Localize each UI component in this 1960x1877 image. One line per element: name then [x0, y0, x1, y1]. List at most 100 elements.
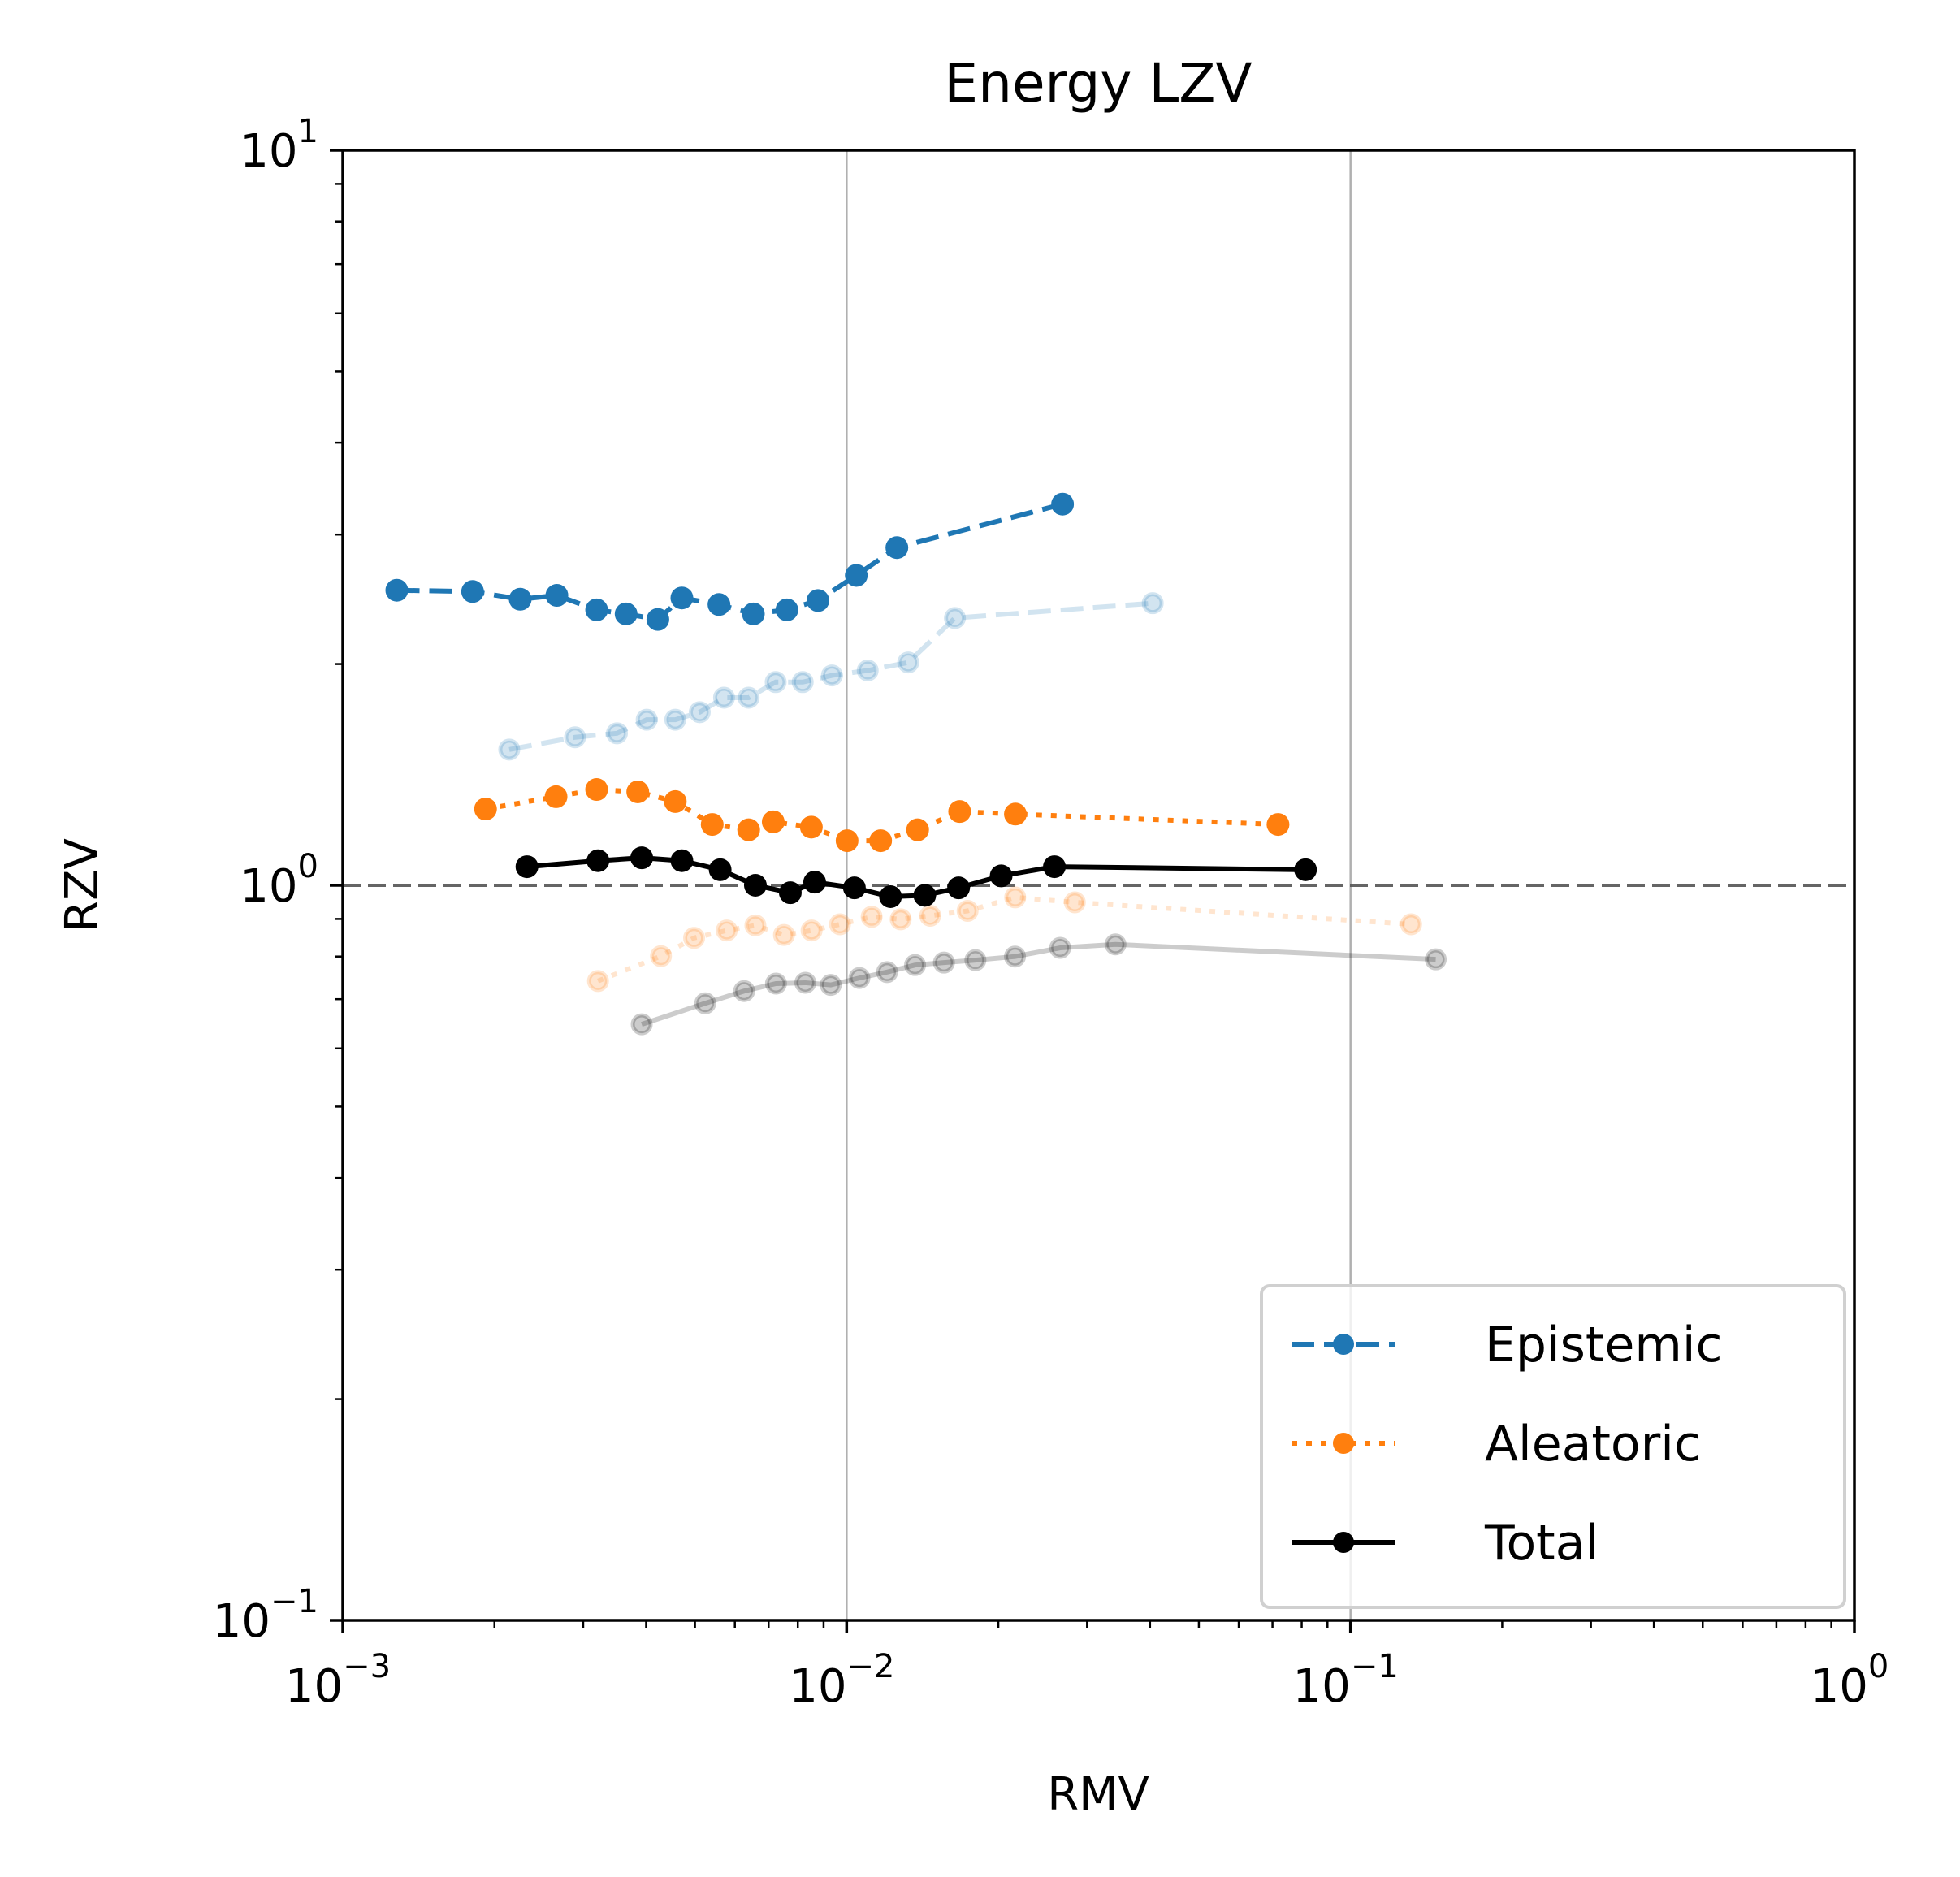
data-point [1294, 858, 1317, 881]
data-point [498, 738, 521, 761]
data-point [586, 849, 610, 872]
data-point [738, 686, 760, 709]
data-point [876, 961, 898, 984]
data-point [820, 974, 842, 997]
data-point [708, 858, 732, 881]
data-point [1049, 936, 1071, 959]
data-point [606, 722, 629, 745]
legend-marker [1333, 1334, 1354, 1355]
data-point [1400, 913, 1422, 936]
data-point [1051, 492, 1075, 516]
data-point [948, 800, 971, 824]
data-point [614, 602, 638, 625]
y-tick-exponent: 1 [298, 113, 318, 150]
series-epistemic-reference [498, 592, 1164, 761]
main-series [385, 492, 1317, 909]
data-point [683, 927, 706, 949]
data-point [794, 971, 816, 994]
data-point [1063, 891, 1086, 914]
series-line [641, 941, 1436, 1027]
data-point [932, 951, 955, 974]
data-point [688, 701, 711, 724]
data-point [803, 871, 826, 894]
data-point [461, 580, 484, 603]
data-point [585, 778, 608, 802]
legend-label: Epistemic [1485, 1317, 1722, 1373]
data-point [913, 884, 937, 907]
series-epistemic [385, 492, 1075, 631]
x-tick-exponent: −1 [1351, 1648, 1399, 1685]
data-point [630, 1013, 653, 1036]
data-point [707, 593, 731, 616]
y-axis-label: RZV [56, 838, 109, 932]
data-point [842, 876, 866, 900]
series-total [515, 846, 1317, 909]
data-point [1141, 592, 1164, 615]
data-point [944, 607, 967, 629]
series-line [508, 600, 1153, 752]
data-point [650, 945, 673, 967]
series-aleatoric-reference [586, 886, 1422, 993]
data-point [829, 913, 851, 936]
legend-item-total: Total [1292, 1515, 1599, 1572]
data-point [1004, 945, 1027, 968]
data-point [586, 970, 609, 993]
series-total-reference [630, 933, 1447, 1036]
data-point [743, 874, 767, 897]
data-point [919, 904, 941, 927]
data-point [778, 881, 802, 905]
chart-title: Energy LZV [944, 52, 1252, 115]
data-point [670, 586, 694, 610]
legend-marker [1333, 1433, 1354, 1454]
data-point [856, 660, 879, 682]
data-point [585, 598, 608, 621]
data-point [1043, 855, 1067, 879]
data-point [845, 564, 868, 587]
data-point [761, 810, 785, 833]
legend-item-epistemic: Epistemic [1292, 1317, 1722, 1373]
y-tick-exponent: 0 [298, 848, 318, 885]
data-point [904, 954, 927, 976]
data-point [860, 906, 883, 928]
data-point [700, 813, 724, 837]
data-point [1004, 886, 1027, 909]
legend-label: Aleatoric [1485, 1416, 1701, 1473]
x-axis-label: RMV [1047, 1768, 1149, 1821]
data-point [764, 972, 787, 995]
data-point [906, 818, 929, 841]
data-point [799, 815, 823, 839]
data-point [1266, 813, 1290, 837]
data-point [626, 780, 650, 803]
reference-series [498, 592, 1447, 1036]
legend-marker [1333, 1532, 1354, 1553]
data-point [564, 726, 586, 749]
data-point [385, 578, 409, 602]
data-point [820, 664, 843, 687]
data-point [635, 708, 658, 731]
data-point [712, 686, 735, 709]
data-point [664, 789, 687, 813]
data-point [716, 919, 738, 942]
data-point [744, 914, 767, 936]
data-point [835, 829, 859, 853]
data-point [800, 919, 823, 942]
data-point [1004, 802, 1028, 826]
data-point [791, 671, 814, 694]
data-point [664, 708, 686, 731]
x-tick-exponent: −2 [846, 1648, 894, 1685]
data-point [646, 608, 669, 631]
data-point [474, 798, 497, 821]
data-point [848, 967, 871, 989]
x-tick-exponent: −3 [343, 1648, 391, 1685]
data-point [670, 849, 694, 872]
series-aleatoric [474, 778, 1290, 853]
data-point [947, 876, 971, 900]
data-point [737, 818, 760, 841]
data-point [1104, 933, 1127, 956]
data-point [772, 923, 795, 946]
data-point [694, 992, 716, 1014]
data-point [964, 949, 987, 971]
x-tick-exponent: 0 [1868, 1648, 1889, 1685]
data-point [775, 598, 798, 621]
